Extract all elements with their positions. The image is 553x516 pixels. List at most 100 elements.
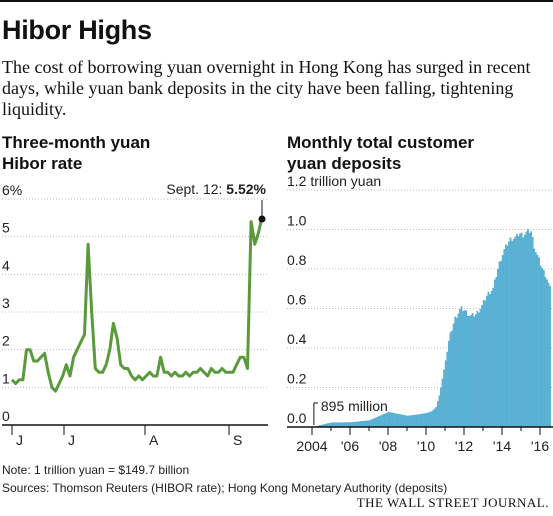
deposits-bar: [397, 413, 399, 428]
hibor-x-tick-label: S: [233, 432, 242, 448]
deposits-bar: [503, 249, 506, 428]
page-title: Hibor Highs: [2, 15, 152, 45]
deposits-bar: [367, 420, 369, 428]
deposits-bar: [508, 241, 510, 428]
deposits-bar: [362, 420, 365, 428]
deposits-bar: [411, 415, 414, 428]
deposits-bar: [465, 310, 468, 428]
hibor-y-tick-label: 6%: [2, 182, 22, 198]
deposits-bar: [400, 414, 403, 428]
deposits-bar: [416, 414, 418, 428]
deposits-bar: [528, 232, 531, 428]
deposits-bar: [435, 407, 437, 428]
deposits-bar: [419, 414, 422, 428]
deposits-bar: [392, 412, 395, 428]
deposits-x-tick-label: '06: [341, 438, 359, 454]
hibor-y-tick-label: 5: [2, 220, 10, 236]
hibor-x-tick-label: J: [68, 432, 75, 448]
deposits-y-tick-label: 0.8: [287, 252, 307, 268]
deposits-bar: [509, 237, 512, 428]
deposits-y-tick-label: 1.0: [287, 213, 307, 229]
deposits-bar: [381, 414, 384, 428]
deposits-x-tick-label: 2004: [296, 438, 327, 454]
deposits-bar: [357, 421, 360, 428]
deposits-bar: [543, 269, 545, 428]
deposits-bar: [424, 413, 426, 428]
deposits-bar: [531, 237, 534, 428]
deposits-bar: [471, 313, 474, 428]
deposits-bar: [360, 421, 363, 428]
deposits-bar: [500, 261, 502, 428]
hibor-y-tick-label: 2: [2, 333, 10, 349]
hibor-chart-title: Three-month yuan Hibor rate: [2, 133, 151, 173]
deposits-bar: [478, 312, 480, 428]
page-subtitle: The cost of borrowing yuan overnight in …: [2, 57, 531, 119]
deposits-bar: [517, 236, 520, 428]
deposits-bar: [422, 413, 425, 428]
deposits-bar: [459, 309, 461, 428]
deposits-bar: [444, 360, 447, 428]
hibor-annotation-value: 5.52%: [226, 181, 266, 197]
hibor-y-tick-label: 0: [2, 408, 10, 424]
deposits-bar: [495, 277, 498, 428]
hibor-annotation-marker: [258, 215, 266, 223]
deposits-bar: [511, 240, 513, 428]
deposits-bar: [394, 413, 396, 428]
deposits-x-tick-label: '14: [493, 438, 511, 454]
publisher-logo: THE WALL STREET JOURNAL.: [356, 495, 549, 510]
hibor-y-tick-label: 3: [2, 295, 10, 311]
deposits-bar: [530, 231, 532, 428]
deposits-bar: [433, 408, 436, 428]
deposits-bar: [443, 369, 445, 428]
deposits-y-tick-label: 1.2 trillion yuan: [287, 173, 381, 189]
deposits-bar: [490, 291, 493, 428]
deposits-annotation-label: 895 million: [321, 398, 388, 414]
deposits-bar: [398, 414, 401, 428]
deposits-bar: [379, 415, 382, 428]
deposits-bar: [452, 323, 455, 428]
deposits-bar: [481, 304, 483, 428]
deposits-bar: [482, 300, 485, 428]
deposits-bar: [354, 421, 357, 428]
deposits-bar: [417, 414, 420, 428]
deposits-x-tick-label: '10: [417, 438, 435, 454]
deposits-bar: [487, 291, 490, 428]
deposits-bar: [535, 252, 537, 428]
deposits-bar: [467, 315, 469, 428]
deposits-bar: [386, 412, 388, 428]
deposits-x-tick-label: '08: [379, 438, 397, 454]
deposits-bar: [476, 310, 479, 428]
deposits-bar: [425, 413, 428, 428]
deposits-bar: [370, 419, 373, 428]
deposits-bar: [440, 387, 442, 428]
deposits-bar: [493, 279, 496, 428]
deposits-bar: [473, 316, 475, 428]
deposits-bar: [514, 236, 517, 428]
deposits-bar: [427, 412, 430, 428]
deposits-bar: [408, 415, 411, 428]
deposits-bar: [460, 306, 463, 428]
deposits-bar: [463, 310, 466, 428]
deposits-x-tick-label: '16: [531, 438, 549, 454]
hibor-annotation-label: Sept. 12: 5.52%: [166, 181, 266, 197]
deposits-bar: [375, 417, 377, 428]
deposits-bar: [541, 268, 544, 428]
hibor-y-tick-label: 4: [2, 257, 10, 273]
deposits-bar: [457, 313, 460, 428]
deposits-bar: [497, 268, 499, 428]
deposits-bar: [373, 418, 376, 428]
sources-line: Sources: Thomson Reuters (HIBOR rate); H…: [2, 481, 448, 495]
deposits-bar: [414, 414, 417, 428]
deposits-bar: [376, 416, 379, 428]
hibor-annotation-date: Sept. 12:: [166, 181, 226, 197]
footnote: Note: 1 trillion yuan = $149.7 billion: [2, 463, 190, 477]
deposits-bar: [479, 308, 482, 428]
deposits-bar: [429, 411, 431, 428]
deposits-bar: [549, 286, 551, 428]
deposits-y-tick-label: 0.4: [287, 331, 307, 347]
deposits-bar: [455, 317, 458, 428]
deposits-bar: [413, 414, 415, 428]
deposits-bar: [395, 413, 398, 428]
deposits-bar: [486, 295, 488, 428]
deposits-bar: [432, 410, 434, 428]
